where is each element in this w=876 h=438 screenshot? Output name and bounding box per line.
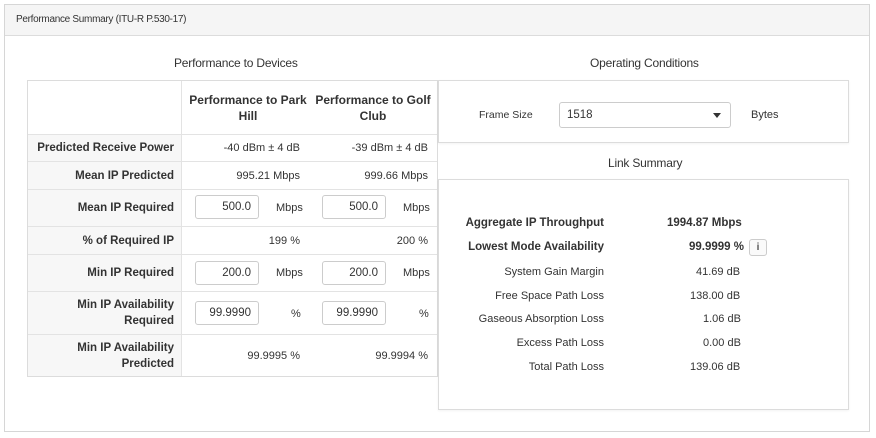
park-hill-min-ip-availability-predicted: 99.9995 %: [247, 350, 300, 362]
total-path-loss-value: 139.06 dB: [690, 361, 741, 373]
system-gain-margin-label: System Gain Margin: [504, 266, 604, 278]
golf-club-min-ip-availability-input[interactable]: [322, 301, 386, 325]
lowest-mode-availability-label: Lowest Mode Availability: [468, 241, 604, 253]
park-hill-mean-ip-predicted: 995.21 Mbps: [236, 170, 300, 182]
column-header-park-hill: Performance to Park Hill: [189, 93, 307, 123]
panel-title: Performance Summary (ITU-R P.530-17): [5, 5, 869, 36]
system-gain-margin-value: 41.69 dB: [696, 266, 741, 278]
golf-club-pct-required-ip: 200 %: [396, 235, 428, 247]
row-label: Min IP Availability Required: [28, 292, 182, 334]
golf-club-min-ip-availability-predicted: 99.9994 %: [375, 350, 428, 362]
gaseous-absorption-loss-label: Gaseous Absorption Loss: [478, 313, 604, 325]
table-row: % of Required IP 199 % 200 %: [28, 226, 437, 254]
table-row: Predicted Receive Power -40 dBm ± 4 dB -…: [28, 134, 437, 161]
unit-label: Mbps: [276, 267, 303, 279]
table-row: Mean IP Required Mbps Mbps: [28, 189, 437, 226]
devices-section-title: Performance to Devices: [174, 56, 298, 70]
row-label: Mean IP Predicted: [28, 162, 182, 189]
park-hill-min-ip-required-input[interactable]: [195, 261, 259, 285]
frame-size-value: 1518: [567, 109, 593, 121]
info-icon[interactable]: i: [749, 239, 767, 256]
table-row: Min IP Availability Required % %: [28, 291, 437, 334]
devices-table: Performance to Park Hill Performance to …: [27, 80, 438, 377]
park-hill-mean-ip-required-input[interactable]: [195, 195, 259, 219]
table-header-row: Performance to Park Hill Performance to …: [28, 81, 437, 134]
excess-path-loss-value: 0.00 dB: [703, 337, 741, 349]
unit-label: Mbps: [403, 202, 430, 214]
golf-club-receive-power: -39 dBm ± 4 dB: [351, 142, 428, 154]
operating-conditions-title: Operating Conditions: [590, 56, 699, 70]
total-path-loss-label: Total Path Loss: [528, 361, 604, 373]
free-space-path-loss-value: 138.00 dB: [690, 290, 741, 302]
row-label: Mean IP Required: [28, 190, 182, 226]
unit-label: %: [291, 308, 301, 320]
frame-size-label: Frame Size: [479, 109, 533, 121]
unit-label: Mbps: [276, 202, 303, 214]
park-hill-pct-required-ip: 199 %: [268, 235, 300, 247]
free-space-path-loss-label: Free Space Path Loss: [495, 290, 604, 302]
column-header-golf-club: Performance to Golf Club: [315, 93, 431, 123]
park-hill-receive-power: -40 dBm ± 4 dB: [223, 142, 300, 154]
park-hill-min-ip-availability-input[interactable]: [195, 301, 259, 325]
unit-label: Mbps: [403, 267, 430, 279]
table-row: Mean IP Predicted 995.21 Mbps 999.66 Mbp…: [28, 161, 437, 189]
row-label: Min IP Availability Predicted: [28, 335, 182, 376]
table-row: Min IP Required Mbps Mbps: [28, 254, 437, 291]
aggregate-ip-throughput-label: Aggregate IP Throughput: [465, 217, 604, 229]
aggregate-ip-throughput-value: 1994.87 Mbps: [667, 217, 742, 229]
gaseous-absorption-loss-value: 1.06 dB: [703, 313, 741, 325]
table-row: Min IP Availability Predicted 99.9995 % …: [28, 334, 437, 376]
golf-club-mean-ip-predicted: 999.66 Mbps: [364, 170, 428, 182]
row-label: Min IP Required: [28, 255, 182, 291]
frame-size-select[interactable]: 1518: [559, 102, 731, 128]
row-label: Predicted Receive Power: [28, 135, 182, 161]
link-summary-card: Aggregate IP Throughput 1994.87 Mbps Low…: [438, 179, 849, 410]
link-summary-title: Link Summary: [608, 156, 683, 170]
unit-label: %: [419, 308, 429, 320]
golf-club-min-ip-required-input[interactable]: [322, 261, 386, 285]
lowest-mode-availability-value: 99.9999 %: [689, 241, 744, 253]
golf-club-mean-ip-required-input[interactable]: [322, 195, 386, 219]
row-label: % of Required IP: [28, 227, 182, 254]
frame-size-unit: Bytes: [751, 109, 779, 121]
operating-conditions-card: Frame Size 1518 Bytes: [438, 80, 849, 143]
header-blank-cell: [28, 81, 182, 134]
chevron-down-icon: [713, 113, 721, 118]
excess-path-loss-label: Excess Path Loss: [516, 337, 604, 349]
